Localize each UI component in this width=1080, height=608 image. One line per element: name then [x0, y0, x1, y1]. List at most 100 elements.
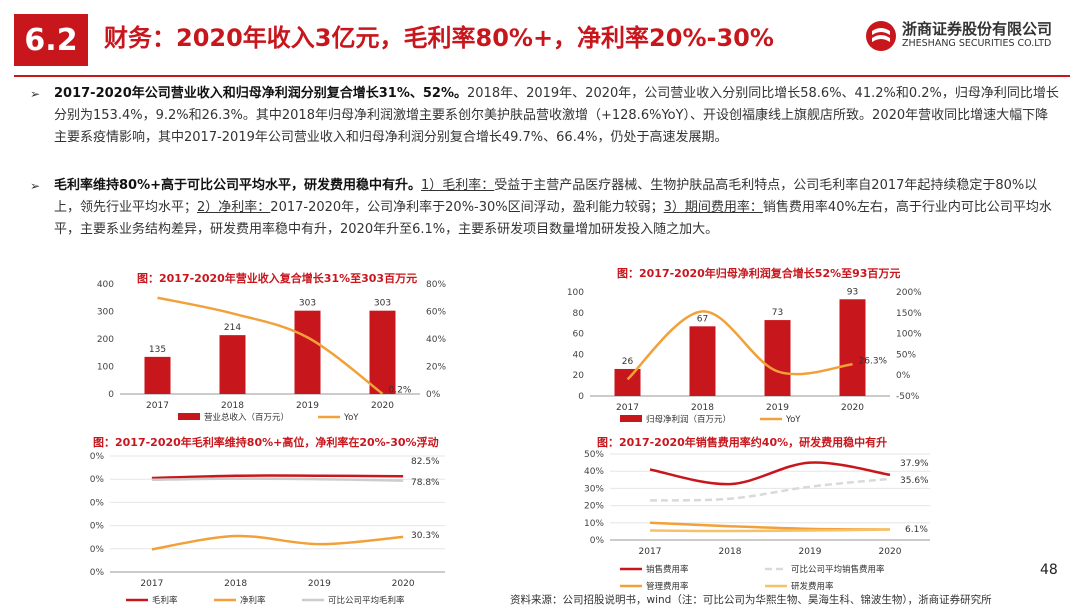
- series-line: [649, 521, 891, 531]
- bar-value-label: 214: [224, 323, 241, 333]
- x-tick-label: 2019: [308, 579, 331, 589]
- end-value-label: 30.3%: [411, 531, 440, 541]
- legend-label: 毛利率: [152, 595, 178, 606]
- paragraph-1-lead: 2017-2020年公司营业收入和归母净利润分别复合增长31%、52%。: [54, 86, 467, 101]
- x-tick-label: 2019: [766, 403, 789, 413]
- arrow-bullet-icon: ➢: [30, 87, 41, 101]
- bar-value-label: 67: [697, 314, 708, 324]
- y-tick-label: 20%: [584, 502, 604, 512]
- chart-3-title: 图：2017-2020年毛利率维持80%+高位，净利率在20%-30%浮动: [93, 436, 439, 449]
- bar: [764, 320, 791, 396]
- end-value-label: 35.6%: [900, 476, 929, 486]
- paragraph-2-text-1: 受益于主营产品医疗器械、生物护肤品高毛利特点，公司毛利率自2017年起持续稳定于…: [54, 178, 1038, 215]
- yoy-end-label: 26.3%: [859, 356, 888, 366]
- y2-tick-label: 0%: [896, 371, 911, 381]
- zheshang-logo-icon: [866, 21, 896, 51]
- y-tick-label: 0: [578, 392, 584, 402]
- chart-revenue: 0 100 200 300 400 0% 20% 40% 60% 80% 135 2017 214 201…: [97, 280, 447, 423]
- y-tick-label: 0%: [90, 568, 104, 578]
- x-tick-label: 2017: [639, 547, 662, 557]
- paragraph-2-point-1: 1）毛利率：: [421, 178, 495, 193]
- paragraph-revenue: ➢ 2017-2020年公司营业收入和归母净利润分别复合增长31%、52%。20…: [30, 83, 1060, 149]
- y-tick-label: 0: [108, 390, 114, 400]
- chart-margins: 0% 20% 40% 60% 80% 100% 2017 2018 2019 2020 82.5% 7…: [90, 452, 445, 606]
- y2-tick-label: 40%: [426, 335, 446, 345]
- bar-value-label: 26: [622, 357, 634, 367]
- y-tick-label: 10%: [584, 519, 604, 529]
- source-note: 资料来源：公司招股说明书，wind（注：可比公司为华熙生物、昊海生科、锦波生物）…: [510, 594, 992, 606]
- bar-value-label: 303: [374, 299, 391, 309]
- series-line: [151, 474, 404, 480]
- paragraph-1-body: 2018年、2019年、2020年，公司营业收入分别同比增长58.6%、41.2…: [54, 86, 1059, 145]
- bar: [144, 356, 171, 394]
- logo-english-name: ZHESHANG SECURITIES CO.LTD: [902, 38, 1052, 49]
- chart-4-title: 图：2017-2020年销售费用率约40%，研发费用稳中有升: [597, 436, 888, 449]
- bar-value-label: 93: [847, 287, 858, 297]
- bar: [294, 310, 321, 394]
- y-tick-label: 80%: [90, 475, 104, 485]
- paragraph-2-text-3: 销售费用率40%左右，高于行业内可比公司平均水平，主要系业务结构差异，研发费用率…: [54, 200, 1052, 237]
- y2-tick-label: 200%: [896, 288, 922, 298]
- legend-label: 可比公司平均毛利率: [328, 595, 405, 606]
- x-tick-label: 2019: [296, 401, 319, 411]
- page-number: 48: [1040, 562, 1058, 578]
- legend-label: 管理费用率: [646, 581, 689, 592]
- series-line: [649, 477, 891, 502]
- y-tick-label: 200: [97, 335, 114, 345]
- bar: [614, 368, 641, 396]
- x-tick-label: 2020: [392, 579, 415, 589]
- series-line: [151, 477, 404, 482]
- legend-bar-swatch: [178, 413, 200, 420]
- x-tick-label: 2019: [799, 547, 822, 557]
- x-tick-label: 2020: [879, 547, 902, 557]
- x-tick-label: 2020: [371, 401, 394, 411]
- y-tick-label: 40%: [90, 522, 104, 532]
- y2-tick-label: 0%: [426, 390, 441, 400]
- x-tick-label: 2020: [841, 403, 864, 413]
- legend-label: 可比公司平均销售费用率: [791, 564, 885, 575]
- chart-expense-ratios: 0% 10% 20% 30% 40% 50% 2017 2018 2019 2020 37.9% 35…: [584, 450, 930, 592]
- y-tick-label: 400: [97, 280, 114, 290]
- x-tick-label: 2018: [221, 401, 244, 411]
- company-logo: 浙商证券股份有限公司 ZHESHANG SECURITIES CO.LTD: [862, 16, 1072, 56]
- y-tick-label: 50%: [584, 450, 604, 460]
- x-tick-label: 2017: [140, 579, 163, 589]
- y2-tick-label: 50%: [896, 350, 916, 360]
- end-value-label: 78.8%: [411, 478, 440, 488]
- chart-net-profit: 0 20 40 60 80 100 -50% 0% 50% 100% 150% 200% 26 2017 6…: [567, 287, 922, 425]
- y2-tick-label: 20%: [426, 363, 446, 373]
- legend-bar-label: 营业总收入（百万元）: [204, 412, 289, 423]
- y2-tick-label: 150%: [896, 309, 922, 319]
- paragraph-margin: ➢ 毛利率维持80%+高于可比公司平均水平，研发费用稳中有升。1）毛利率：受益于…: [30, 175, 1060, 241]
- bar: [219, 335, 246, 394]
- y-tick-label: 100: [567, 288, 584, 298]
- y-tick-label: 80: [573, 309, 585, 319]
- y-tick-label: 30%: [584, 484, 604, 494]
- paragraph-2-text-2: 2017-2020年，公司净利率于20%-30%区间浮动，盈利能力较弱；: [270, 200, 664, 215]
- bar: [839, 299, 866, 396]
- paragraph-2-lead: 毛利率维持80%+高于可比公司平均水平，研发费用稳中有升。: [54, 178, 422, 193]
- chart-2-title: 图：2017-2020年归母净利润复合增长52%至93百万元: [617, 267, 901, 280]
- bar: [369, 310, 396, 394]
- y-tick-label: 40%: [584, 467, 604, 477]
- y-tick-label: 300: [97, 308, 114, 318]
- chart-1-title: 图：2017-2020年营业收入复合增长31%至303百万元: [137, 272, 418, 285]
- y-tick-label: 20%: [90, 545, 104, 555]
- legend-line-label: YoY: [343, 413, 359, 423]
- paragraph-2-point-3: 3）期间费用率：: [663, 200, 763, 215]
- legend-label: 销售费用率: [646, 564, 689, 575]
- series-line: [649, 528, 891, 533]
- logo-chinese-name: 浙商证券股份有限公司: [902, 20, 1053, 38]
- end-value-label: 82.5%: [411, 457, 440, 467]
- arrow-bullet-icon: ➢: [30, 179, 41, 193]
- paragraph-2-point-2: 2）净利率：: [197, 200, 271, 215]
- y2-tick-label: 80%: [426, 280, 446, 290]
- x-tick-label: 2018: [691, 403, 714, 413]
- header-divider: [14, 75, 1070, 77]
- legend-bar-swatch: [620, 415, 642, 422]
- y-tick-label: 100: [97, 363, 114, 373]
- y2-tick-label: -50%: [896, 392, 920, 402]
- y2-tick-label: 60%: [426, 308, 446, 318]
- series-line: [649, 461, 891, 486]
- x-tick-label: 2018: [719, 547, 742, 557]
